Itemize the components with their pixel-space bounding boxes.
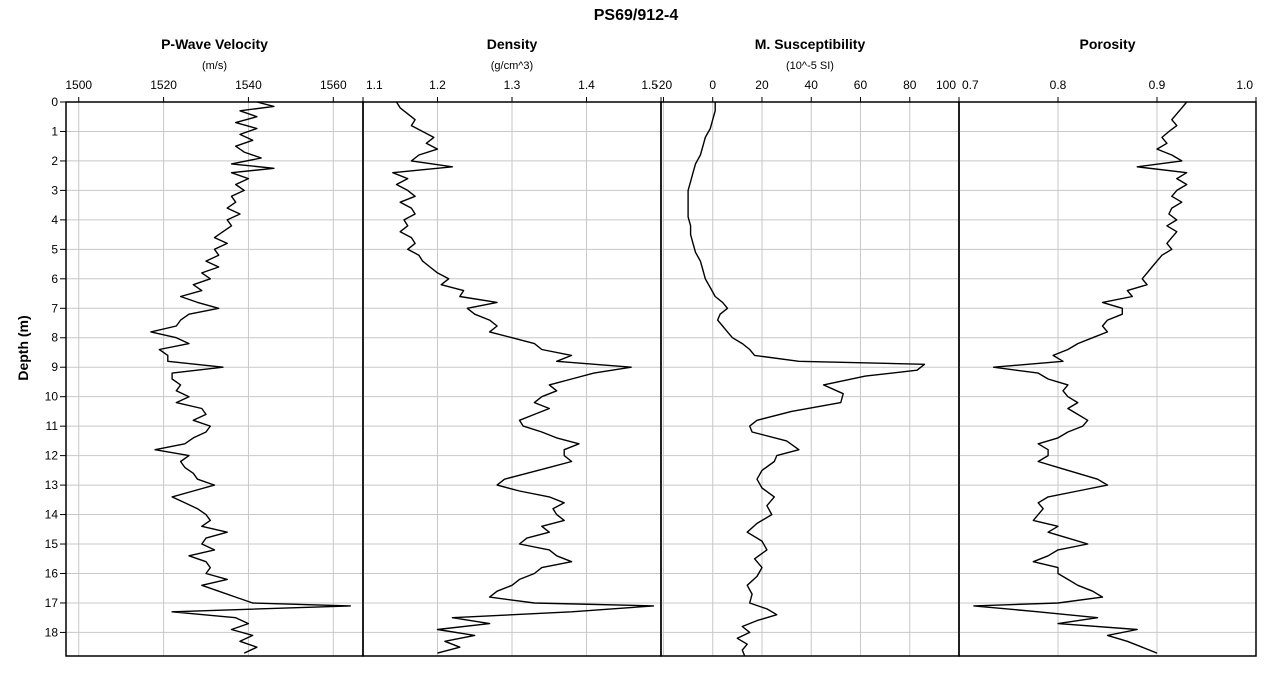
- panel-p-wave-velocity: P-Wave Velocity (m/s) 1500 1520 1540 1560: [65, 36, 364, 657]
- x-tick-label: 40: [805, 78, 819, 92]
- panel-porosity: Porosity 0.7 0.8 0.9 1.0: [958, 36, 1257, 657]
- panel-title: Porosity: [1079, 36, 1135, 52]
- y-tick-label: 11: [46, 419, 59, 433]
- panel-title: Density: [487, 36, 538, 52]
- y-tick-label: 4: [51, 213, 58, 227]
- y-tick-label: 2: [51, 154, 58, 168]
- panel-density: Density (g/cm^3) 1.1 1.2 1.3 1.4 1.5: [362, 36, 662, 657]
- x-tick-label: 1.1: [366, 78, 383, 92]
- x-tick-label: 0.8: [1050, 78, 1067, 92]
- panel-unit: (m/s): [202, 60, 227, 72]
- x-tick-label: 1540: [235, 78, 262, 92]
- y-axis-label: Depth (m): [15, 315, 31, 380]
- x-tick-label: 0: [709, 78, 716, 92]
- y-tick-label: 8: [51, 331, 58, 345]
- log-panels: P-Wave Velocity (m/s) 1500 1520 1540 1560 Dens…: [65, 36, 1257, 657]
- panel-frame: [660, 101, 960, 657]
- series-line: [973, 101, 1188, 654]
- chart-title: PS69/912-4: [594, 7, 679, 24]
- series-line: [392, 101, 655, 654]
- panel-frame: [65, 101, 364, 657]
- x-tick-label: 1520: [150, 78, 177, 92]
- x-tick-label: 1.5: [641, 78, 658, 92]
- panel-unit: (g/cm^3): [491, 60, 533, 72]
- x-tick-label: 1.4: [578, 78, 595, 92]
- y-tick-label: 12: [45, 449, 59, 463]
- x-tick-label: 1.3: [504, 78, 521, 92]
- x-tick-label: 1560: [320, 78, 347, 92]
- y-tick-label: 13: [45, 478, 59, 492]
- y-tick-label: 5: [51, 242, 58, 256]
- panel-title: M. Susceptibility: [755, 36, 866, 52]
- y-tick-label: 16: [45, 566, 59, 580]
- y-tick-label: 17: [45, 596, 59, 610]
- series-line: [687, 102, 926, 657]
- y-tick-label: 6: [51, 272, 58, 286]
- panel-unit: (10^-5 SI): [786, 60, 834, 72]
- y-tick-label: 15: [45, 537, 59, 551]
- x-tick-label: 1.0: [1236, 78, 1253, 92]
- x-tick-label: 0.7: [962, 78, 979, 92]
- y-tick-label: 1: [51, 124, 58, 138]
- y-tick-label: 18: [45, 625, 59, 639]
- x-tick-label: 80: [903, 78, 917, 92]
- y-tick-label: 14: [45, 508, 59, 522]
- x-tick-label: 1.2: [429, 78, 446, 92]
- x-tick-label: -20: [655, 78, 673, 92]
- y-tick-label: 7: [51, 301, 58, 315]
- panel-frame: [958, 101, 1257, 657]
- x-tick-label: 20: [755, 78, 769, 92]
- x-tick-label: 100: [936, 78, 956, 92]
- y-tick-label: 0: [51, 95, 58, 109]
- y-tick-label: 9: [51, 360, 58, 374]
- x-tick-label: 60: [854, 78, 868, 92]
- x-tick-label: 1500: [65, 78, 92, 92]
- y-tick-label: 3: [51, 183, 58, 197]
- series-line: [150, 101, 351, 654]
- panel-title: P-Wave Velocity: [161, 36, 268, 52]
- y-tick-label: 10: [45, 390, 59, 404]
- x-tick-label: 0.9: [1149, 78, 1166, 92]
- panel-m-susceptibility: M. Susceptibility (10^-5 SI) -20 0 20 40 60 80 1…: [655, 36, 960, 657]
